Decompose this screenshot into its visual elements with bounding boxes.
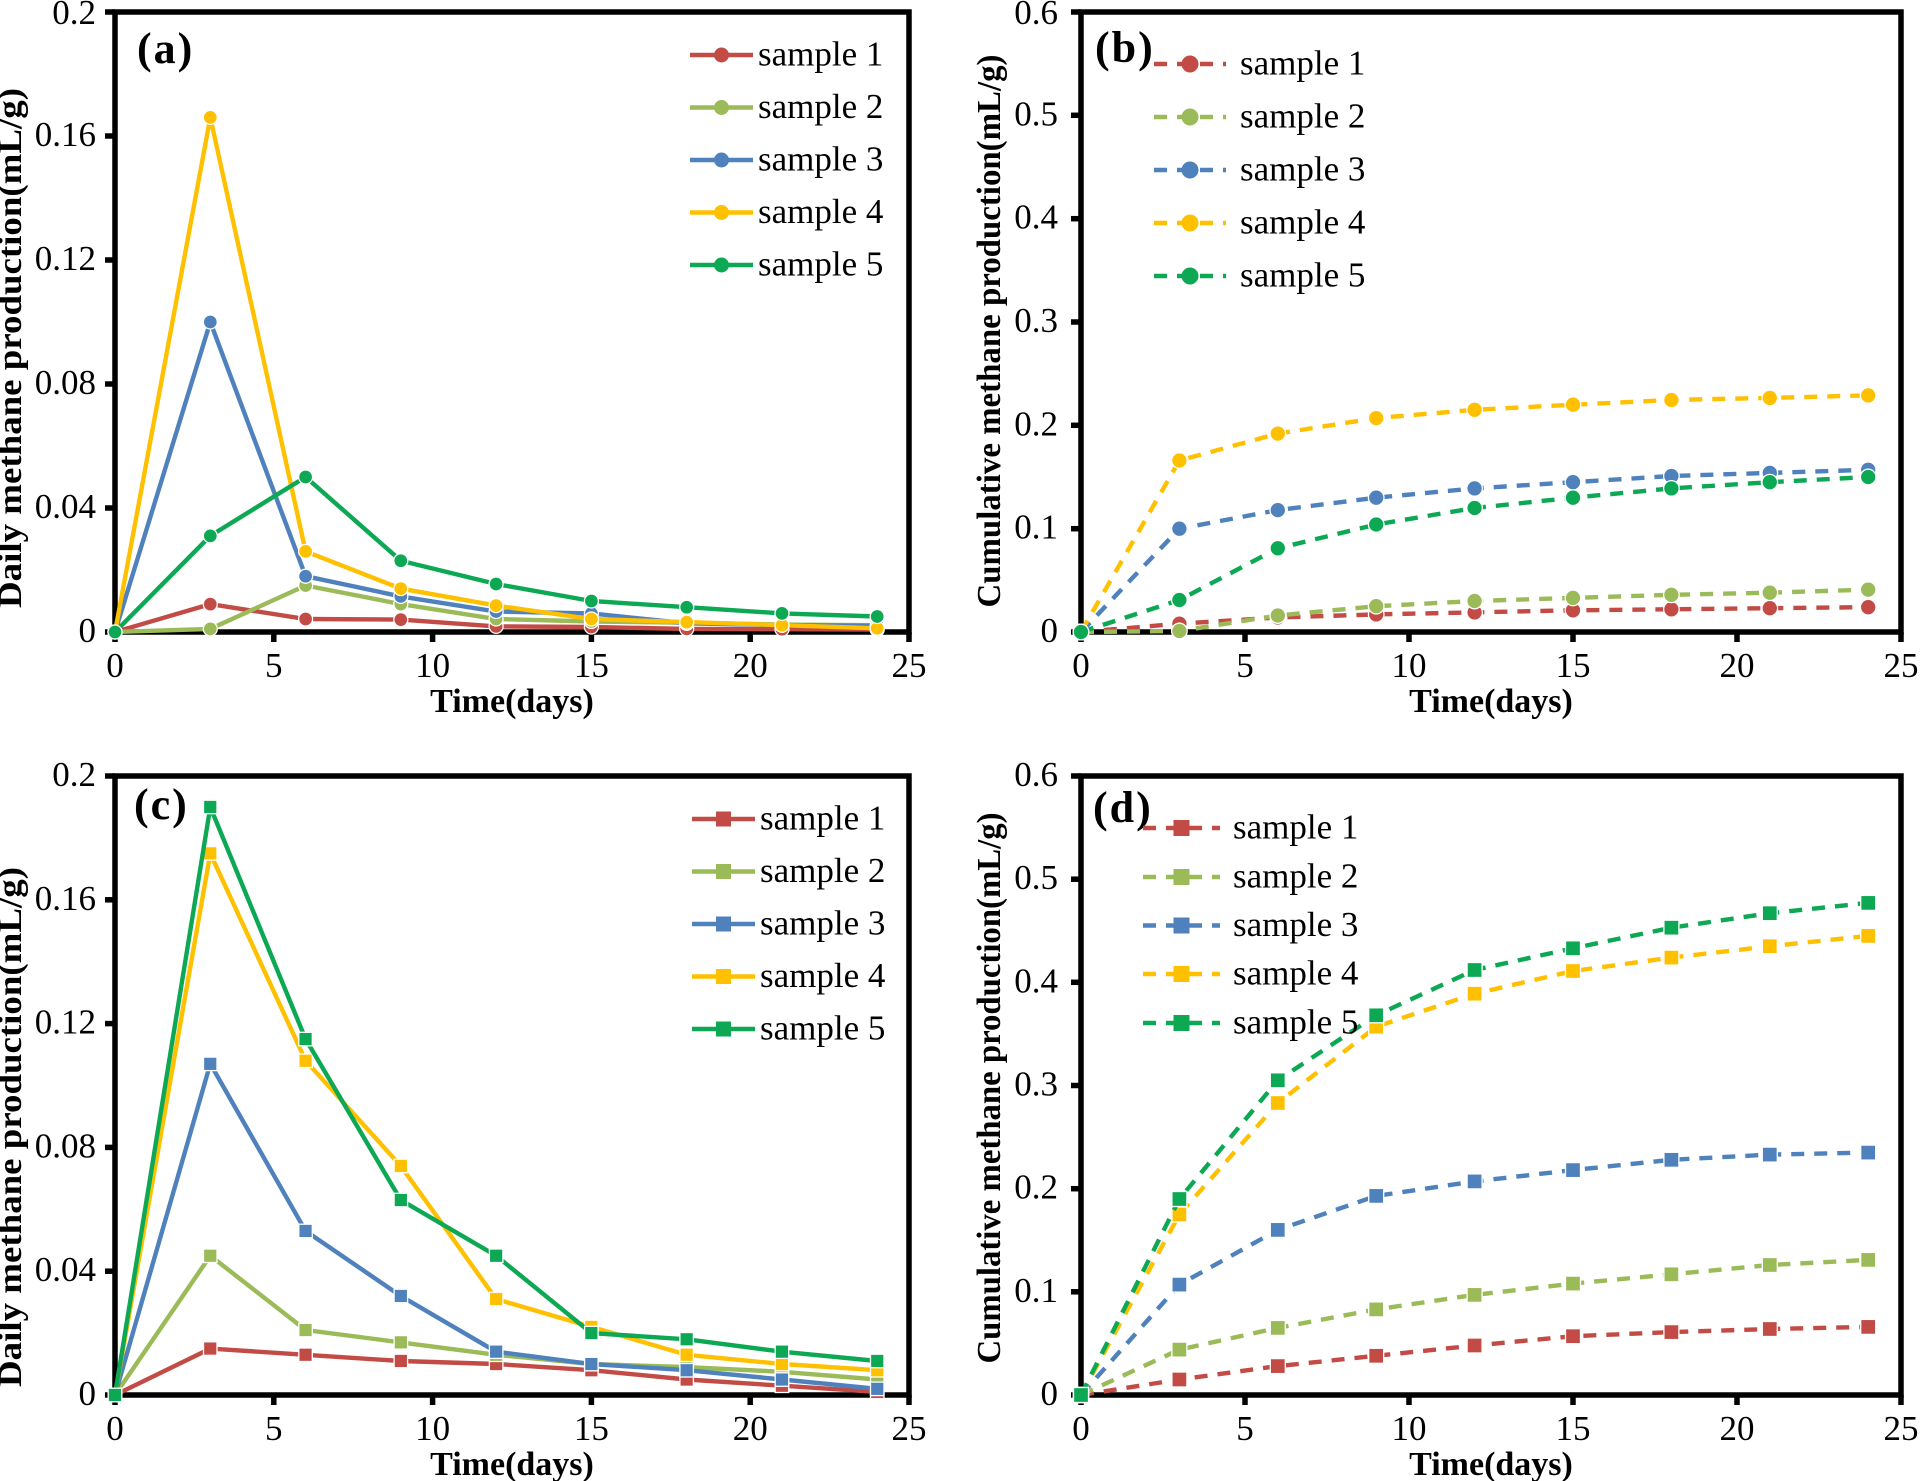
svg-text:0.12: 0.12 — [35, 1003, 96, 1042]
svg-text:0.3: 0.3 — [1014, 301, 1058, 340]
svg-text:0.12: 0.12 — [35, 239, 96, 278]
svg-text:0.16: 0.16 — [35, 879, 96, 918]
svg-text:sample 1: sample 1 — [1240, 44, 1365, 83]
svg-text:0.5: 0.5 — [1014, 94, 1058, 133]
svg-text:25: 25 — [1884, 1409, 1919, 1448]
svg-text:sample 3: sample 3 — [1240, 150, 1365, 189]
svg-text:sample 2: sample 2 — [1240, 97, 1365, 136]
svg-text:0.2: 0.2 — [1014, 404, 1058, 443]
svg-text:0.2: 0.2 — [52, 755, 96, 794]
svg-text:sample 5: sample 5 — [1233, 1003, 1358, 1042]
svg-text:0.4: 0.4 — [1014, 198, 1058, 237]
svg-text:0: 0 — [1041, 611, 1059, 650]
svg-text:sample 4: sample 4 — [758, 192, 883, 231]
svg-text:0: 0 — [1072, 646, 1090, 685]
svg-text:(b): (b) — [1095, 23, 1155, 72]
svg-text:15: 15 — [1556, 646, 1591, 685]
svg-text:0: 0 — [106, 1409, 124, 1448]
svg-text:0.2: 0.2 — [1014, 1168, 1058, 1207]
svg-text:20: 20 — [733, 646, 768, 685]
svg-text:20: 20 — [1720, 1409, 1755, 1448]
svg-text:10: 10 — [1392, 1409, 1427, 1448]
svg-text:0: 0 — [106, 646, 124, 685]
svg-text:Cumulative methane production(: Cumulative methane production(mL/g) — [971, 813, 1008, 1364]
svg-text:(d): (d) — [1093, 783, 1153, 832]
svg-text:0.04: 0.04 — [35, 1250, 96, 1289]
svg-text:0.6: 0.6 — [1014, 755, 1058, 794]
svg-text:sample 3: sample 3 — [1233, 905, 1358, 944]
svg-text:(c): (c) — [134, 780, 189, 829]
svg-text:0: 0 — [79, 611, 97, 650]
svg-text:sample 1: sample 1 — [760, 799, 885, 838]
svg-text:15: 15 — [574, 1409, 609, 1448]
svg-text:25: 25 — [892, 646, 927, 685]
svg-text:sample 2: sample 2 — [1233, 857, 1358, 896]
svg-text:0.4: 0.4 — [1014, 961, 1058, 1000]
svg-text:Time(days): Time(days) — [1409, 683, 1573, 720]
svg-text:0.1: 0.1 — [1014, 508, 1058, 547]
svg-text:sample 4: sample 4 — [1240, 203, 1365, 242]
svg-text:0.04: 0.04 — [35, 487, 96, 526]
svg-text:Daily methane production(mL/g): Daily methane production(mL/g) — [0, 88, 29, 608]
svg-text:sample 1: sample 1 — [1233, 808, 1358, 847]
svg-text:(a): (a) — [137, 24, 194, 73]
svg-text:Daily methane production(mL/g): Daily methane production(mL/g) — [0, 867, 29, 1387]
svg-text:0.3: 0.3 — [1014, 1065, 1058, 1104]
svg-text:sample 5: sample 5 — [760, 1009, 885, 1048]
svg-text:0.08: 0.08 — [35, 1126, 96, 1165]
svg-text:20: 20 — [1720, 646, 1755, 685]
svg-text:sample 1: sample 1 — [758, 35, 883, 74]
svg-text:0.5: 0.5 — [1014, 858, 1058, 897]
svg-text:0.6: 0.6 — [1014, 0, 1058, 32]
svg-text:20: 20 — [733, 1409, 768, 1448]
svg-text:Time(days): Time(days) — [1409, 1446, 1573, 1481]
svg-text:10: 10 — [415, 1409, 450, 1448]
svg-text:Time(days): Time(days) — [430, 1446, 594, 1481]
svg-text:5: 5 — [1236, 646, 1254, 685]
svg-text:Time(days): Time(days) — [430, 683, 594, 720]
svg-text:15: 15 — [1556, 1409, 1591, 1448]
svg-text:sample 5: sample 5 — [1240, 256, 1365, 295]
svg-text:25: 25 — [1884, 646, 1919, 685]
svg-text:Cumulative methane production(: Cumulative methane production(mL/g) — [971, 55, 1008, 608]
svg-text:sample 5: sample 5 — [758, 245, 883, 284]
svg-text:5: 5 — [1236, 1409, 1254, 1448]
svg-text:sample 3: sample 3 — [760, 904, 885, 943]
svg-text:sample 4: sample 4 — [1233, 954, 1358, 993]
svg-text:sample 4: sample 4 — [760, 956, 885, 995]
svg-text:0.1: 0.1 — [1014, 1271, 1058, 1310]
svg-text:0.2: 0.2 — [52, 0, 96, 32]
svg-text:25: 25 — [892, 1409, 927, 1448]
svg-text:10: 10 — [1392, 646, 1427, 685]
svg-text:0: 0 — [79, 1374, 97, 1413]
svg-text:0.16: 0.16 — [35, 115, 96, 154]
svg-text:15: 15 — [574, 646, 609, 685]
svg-text:0.08: 0.08 — [35, 363, 96, 402]
svg-text:10: 10 — [415, 646, 450, 685]
svg-text:sample 2: sample 2 — [758, 87, 883, 126]
svg-text:0: 0 — [1072, 1409, 1090, 1448]
svg-text:sample 2: sample 2 — [760, 851, 885, 890]
svg-text:sample 3: sample 3 — [758, 140, 883, 179]
svg-text:0: 0 — [1041, 1374, 1059, 1413]
svg-text:5: 5 — [265, 1409, 283, 1448]
svg-text:5: 5 — [265, 646, 283, 685]
